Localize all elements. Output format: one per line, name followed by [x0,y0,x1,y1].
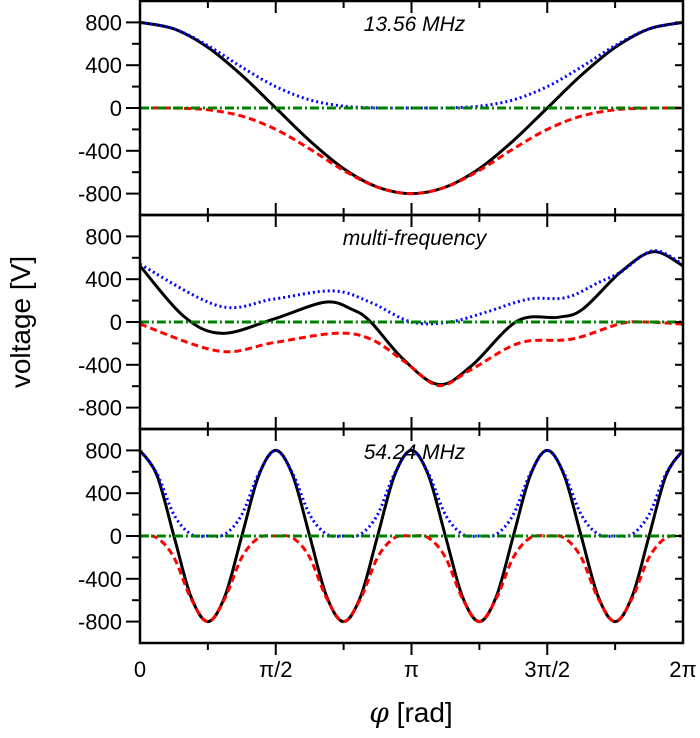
panel-2: 800 400 0 -400 -800 multi-frequency [78,213,685,431]
x-tick-label: 0 [134,657,146,682]
y-tick-label: 400 [85,53,122,78]
panel-title: multi-frequency [343,227,488,250]
y-tick-label: -800 [78,396,122,421]
y-tick-label: 0 [110,310,122,335]
y-tick-label: -400 [78,139,122,164]
series-line-solid-000000 [138,250,684,387]
series-line-dashed-ff0000 [139,320,684,388]
panel-1: 800 400 0 -400 -800 13.56 MHz [78,0,685,217]
x-tick-label: π/2 [259,657,293,682]
x-axis-label: φ [rad] [369,696,452,729]
series-line-dotted-0000ff [139,249,684,326]
series-line-dashed-ff0000 [139,534,684,624]
y-tick-label: 800 [85,438,122,463]
y-axis-label: voltage [V] [5,256,36,388]
y-tick-label: -800 [78,182,122,207]
y-tick-label: 800 [85,10,122,35]
series-line-dashed-ff0000 [139,106,684,196]
y-tick-label: 0 [110,96,122,121]
x-axis-symbol: φ [369,696,389,729]
y-tick-label: -400 [78,353,122,378]
panel-title: 54.24 MHz [364,441,466,464]
x-axis-unit: [rad] [389,697,453,728]
y-tick-label: -400 [78,567,122,592]
y-tick-label: 0 [110,524,122,549]
x-tick-label: π [404,657,419,682]
panel-3: 800 400 0 -400 -800 54.24 MHz [78,427,685,645]
y-tick-label: 400 [85,267,122,292]
series-line-dotted-0000ff [139,20,684,110]
y-tick-label: 800 [85,224,122,249]
x-tick-label: 2π [669,657,696,682]
y-tick-label: 400 [85,481,122,506]
y-tick-label: -800 [78,610,122,635]
series-line-dotted-0000ff [138,448,685,538]
series-line-solid-000000 [138,448,685,624]
panel-title: 13.56 MHz [364,13,466,36]
x-tick-label: 3π/2 [524,657,570,682]
